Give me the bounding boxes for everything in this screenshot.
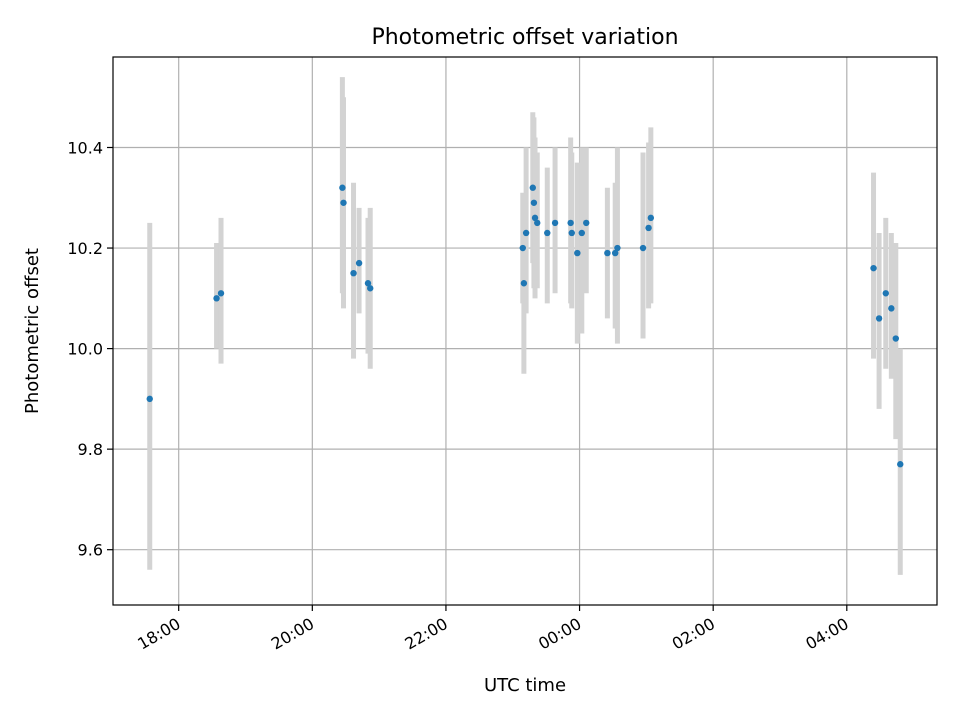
data-point [531,214,539,222]
y-tick-label: 10.0 [67,340,103,359]
x-tick-label: 00:00 [535,614,584,654]
y-tick-label: 9.8 [78,440,103,459]
y-tick-label: 10.4 [67,138,103,157]
y-tick-label: 10.2 [67,239,103,258]
data-point [530,199,538,206]
data-point [647,214,655,222]
data-point [367,285,374,292]
x-tick-label: 18:00 [134,614,183,654]
data-point [578,229,585,237]
data-point [870,264,877,272]
data-point [339,184,346,191]
x-axis-label: UTC time [484,675,566,696]
data-point [583,219,590,227]
data-point [529,184,536,191]
data-point [544,229,551,237]
data-point [604,249,611,257]
data-point [519,244,526,252]
data-point [567,219,574,227]
x-tick-label: 20:00 [268,614,317,654]
x-axis-ticks: 18:00 20:00 22:00 00:00 02:00 04:00 [134,605,852,654]
data-point [645,224,652,232]
data-point [364,280,372,287]
data-point [217,290,225,297]
data-point [146,395,153,403]
data-point [522,229,530,237]
data-point [355,259,363,267]
data-point [551,219,559,227]
y-tick-label: 9.6 [78,541,103,560]
data-point [611,249,619,257]
data-point [875,315,883,322]
data-point [534,219,541,227]
y-axis-label: Photometric offset [22,248,43,414]
data-point [350,269,357,277]
x-tick-label: 04:00 [802,614,851,654]
data-point [882,290,889,297]
data-point [520,280,528,287]
chart-title: Photometric offset variation [371,25,678,50]
error-bars [147,77,903,575]
y-axis-ticks: 9.6 9.8 10.0 10.2 10.4 [67,138,113,560]
data-point [614,244,621,252]
plot-frame [112,56,938,606]
x-tick-label: 02:00 [669,614,718,654]
data-point [639,244,647,252]
data-point [897,461,904,468]
x-tick-label: 22:00 [402,614,451,654]
data-point [574,249,581,257]
data-point [568,229,575,237]
data-point [213,295,220,302]
data-point [892,335,899,342]
data-points [146,184,904,468]
data-point [888,305,895,312]
data-point [340,199,347,206]
